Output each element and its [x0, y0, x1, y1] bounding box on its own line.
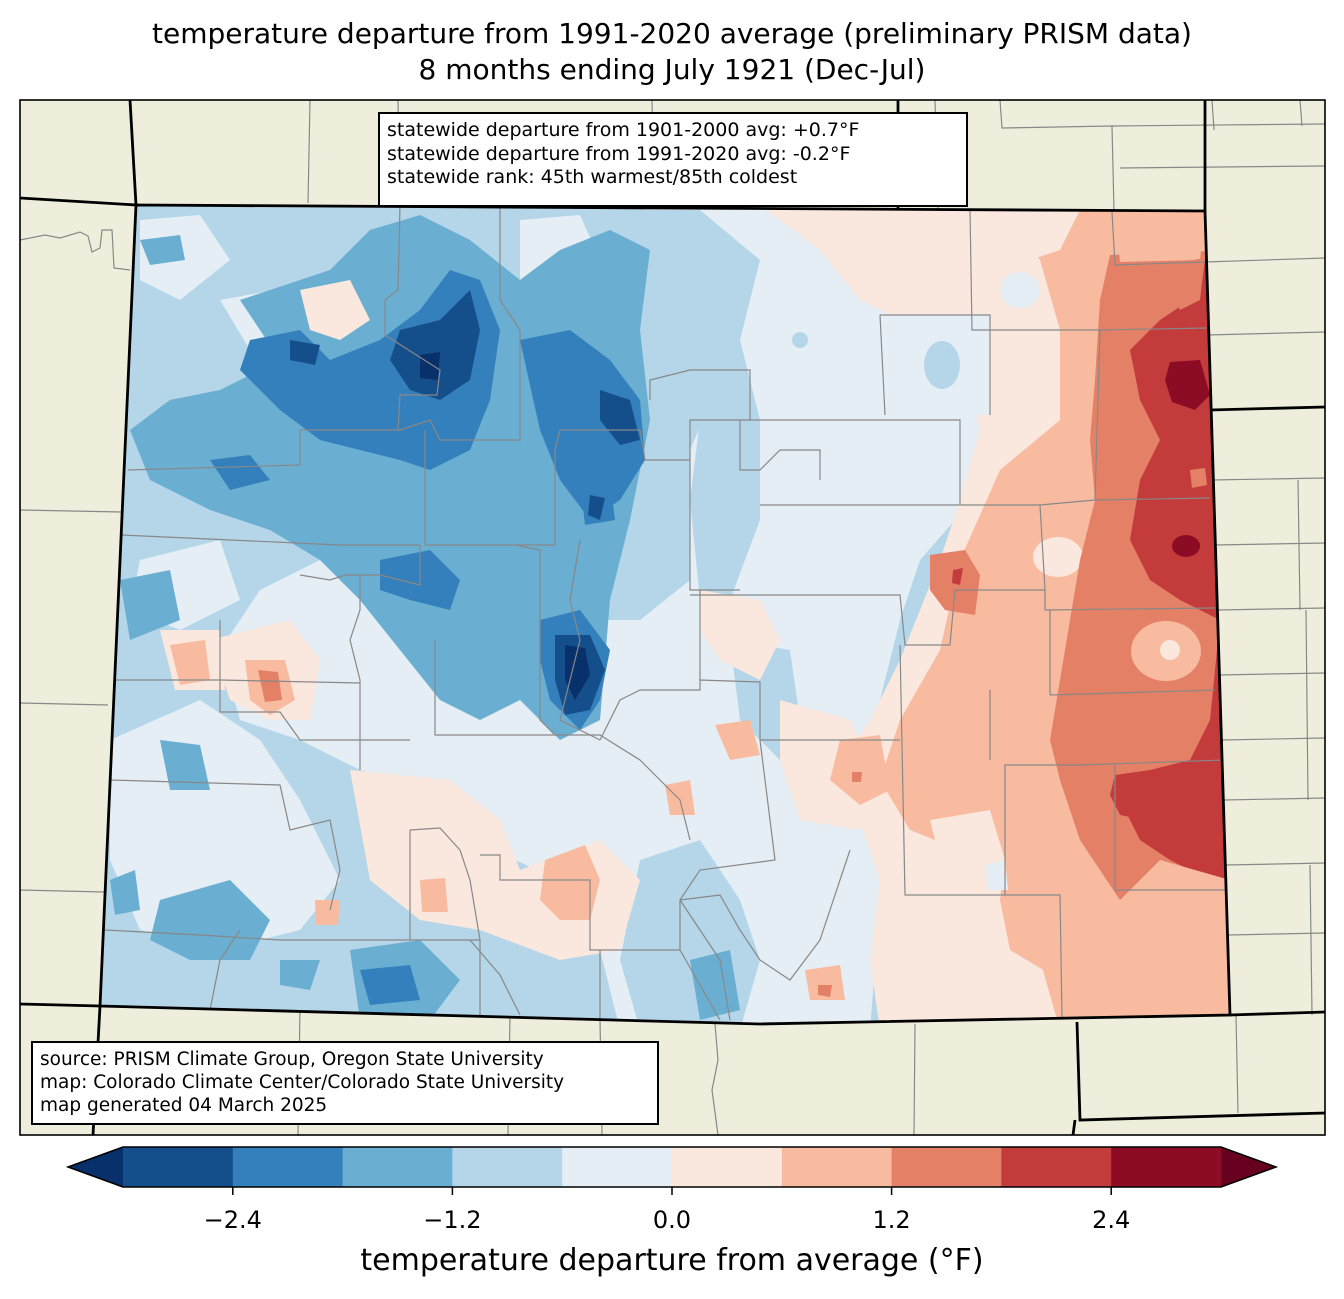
credits-generated-date: map generated 04 March 2025	[40, 1095, 328, 1116]
colorado-border	[98, 203, 1232, 1026]
colorbar-segment	[232, 1147, 344, 1187]
colorbar	[65, 1146, 1279, 1195]
colorbar-segment	[123, 1147, 234, 1187]
colorbar-segment	[1001, 1147, 1112, 1187]
colorbar-tick-label: −1.2	[423, 1206, 482, 1234]
map-frame	[19, 99, 1326, 1136]
temperature-field	[100, 205, 1230, 1024]
colorbar-segment	[342, 1147, 453, 1187]
credits-source: source: PRISM Climate Group, Oregon Stat…	[40, 1049, 544, 1070]
colorbar-segment	[672, 1147, 783, 1187]
colorbar-under-arrow	[68, 1147, 123, 1187]
colorbar-tick-label: 2.4	[1092, 1206, 1131, 1234]
stats-departure-1901-2000: statewide departure from 1901-2000 avg: …	[387, 119, 860, 141]
colorbar-segment	[891, 1147, 1002, 1187]
colorbar-label: temperature departure from average (°F)	[360, 1243, 984, 1278]
colorbar-tick-label: 1.2	[872, 1206, 911, 1234]
colorbar-segment	[452, 1147, 563, 1187]
colorbar-tick-label: 0.0	[652, 1206, 692, 1234]
colorbar-over-arrow	[1221, 1147, 1276, 1187]
credits-box: source: PRISM Climate Group, Oregon Stat…	[31, 1041, 659, 1125]
stats-departure-1991-2020: statewide departure from 1991-2020 avg: …	[387, 142, 851, 165]
map-subtitle: 8 months ending July 1921 (Dec-Jul)	[418, 53, 926, 86]
colorbar-segment	[781, 1147, 893, 1187]
map-title: temperature departure from 1991-2020 ave…	[152, 17, 1192, 50]
colorbar-outline	[65, 1146, 1279, 1188]
stats-rank: statewide rank: 45th warmest/85th coldes…	[387, 166, 798, 188]
colorbar-tick-label: −2.4	[203, 1206, 262, 1234]
statewide-stats-box: statewide departure from 1901-2000 avg: …	[378, 112, 968, 207]
credits-map-author: map: Colorado Climate Center/Colorado St…	[40, 1072, 565, 1093]
colorbar-segment	[562, 1147, 673, 1187]
colorado-county-lines	[104, 205, 1230, 1021]
colorbar-segment	[1111, 1147, 1222, 1187]
